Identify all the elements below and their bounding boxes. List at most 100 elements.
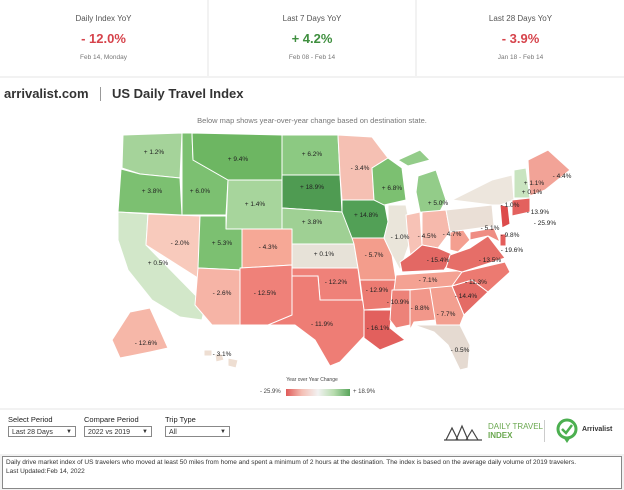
state-ME[interactable] bbox=[527, 149, 571, 197]
footnote-box: Daily drive market index of US travelers… bbox=[2, 456, 622, 489]
kpi-title: Daily Index YoY bbox=[75, 14, 132, 23]
label-MS: - 10.9% bbox=[387, 299, 410, 306]
page-title: US Daily Travel Index bbox=[112, 86, 244, 101]
kpi-value: - 3.9% bbox=[501, 31, 540, 46]
state-SD[interactable] bbox=[281, 174, 343, 213]
label-WV: - 5.1% bbox=[481, 225, 500, 232]
logo-line-1: DAILY TRAVEL bbox=[488, 422, 543, 431]
state-OH[interactable] bbox=[421, 209, 451, 249]
select-period-label: Select Period bbox=[8, 415, 53, 424]
state-VT[interactable] bbox=[513, 167, 531, 199]
chevron-down-icon: ▼ bbox=[66, 429, 72, 435]
state-PA[interactable] bbox=[445, 204, 495, 233]
legend-title: Year over Year Change bbox=[286, 377, 338, 383]
state-WI[interactable] bbox=[371, 157, 407, 206]
label-OH: - 4.7% bbox=[443, 231, 462, 238]
label-UT: + 5.3% bbox=[212, 240, 233, 247]
state-HI[interactable] bbox=[203, 349, 239, 369]
kpi-last-28-days: Last 28 Days YoY - 3.9% Jan 18 - Feb 14 bbox=[417, 0, 624, 76]
label-MO: - 5.7% bbox=[365, 252, 384, 259]
label-OK: - 12.2% bbox=[325, 279, 348, 286]
state-IL[interactable] bbox=[383, 204, 413, 271]
state-AK[interactable] bbox=[111, 307, 169, 359]
kpi-date: Feb 08 - Feb 14 bbox=[288, 54, 336, 61]
label-GA: - 7.7% bbox=[437, 311, 456, 318]
label-AZ: - 2.6% bbox=[213, 290, 232, 297]
label-KY: - 15.4% bbox=[427, 257, 450, 264]
label-WI: + 6.8% bbox=[382, 185, 403, 192]
state-TX[interactable] bbox=[267, 275, 375, 367]
label-KS: + 0.1% bbox=[314, 251, 335, 258]
kpi-date: Jan 18 - Feb 14 bbox=[497, 54, 544, 61]
location-check-icon bbox=[556, 418, 578, 443]
trip-type-value: All bbox=[169, 429, 177, 436]
logo-line-2: INDEX bbox=[488, 431, 513, 440]
compare-period-dropdown[interactable]: 2022 vs 2019 ▼ bbox=[84, 426, 152, 437]
title-divider bbox=[100, 87, 101, 101]
logo-separator bbox=[544, 420, 545, 442]
select-period-value: Last 28 Days bbox=[12, 429, 53, 436]
label-VA: - 13.5% bbox=[479, 257, 502, 264]
label-MN: - 3.4% bbox=[351, 165, 370, 172]
kpi-daily-index: Daily Index YoY - 12.0% Feb 14, Monday bbox=[0, 0, 207, 76]
label-MT: + 9.4% bbox=[228, 156, 249, 163]
label-ND: + 6.2% bbox=[302, 151, 323, 158]
kpi-last-7-days: Last 7 Days YoY + 4.2% Feb 08 - Feb 14 bbox=[209, 0, 415, 76]
kpi-value: - 12.0% bbox=[81, 31, 126, 46]
kpi-title: Last 28 Days YoY bbox=[488, 14, 553, 23]
label-ID: + 6.0% bbox=[190, 188, 211, 195]
label-DE: - 19.6% bbox=[501, 247, 524, 254]
state-FL[interactable] bbox=[413, 324, 471, 371]
label-VT: + 1.1% bbox=[524, 180, 545, 187]
label-TX: - 11.9% bbox=[311, 321, 333, 328]
state-MS[interactable] bbox=[389, 289, 411, 329]
color-legend bbox=[286, 389, 350, 396]
state-NJ[interactable] bbox=[499, 204, 511, 229]
compare-period-label: Compare Period bbox=[84, 415, 139, 424]
state-MD[interactable] bbox=[469, 227, 501, 243]
label-IL: - 1.0% bbox=[391, 234, 410, 241]
trip-type-dropdown[interactable]: All ▼ bbox=[165, 426, 230, 437]
label-IN: - 4.5% bbox=[418, 233, 437, 240]
label-AR: - 12.9% bbox=[366, 287, 389, 294]
label-IA: + 14.8% bbox=[354, 212, 378, 219]
label-MI: + 5.0% bbox=[428, 200, 449, 207]
state-NC[interactable] bbox=[451, 261, 511, 293]
footnote-text: Daily drive market index of US travelers… bbox=[6, 459, 577, 466]
state-KY[interactable] bbox=[399, 244, 455, 273]
kpi-value: + 4.2% bbox=[291, 31, 333, 46]
state-VA[interactable] bbox=[445, 235, 506, 273]
label-TN: - 7.1% bbox=[419, 277, 438, 284]
label-MD: - 9.8% bbox=[501, 232, 520, 239]
map-subtitle: Below map shows year-over-year change ba… bbox=[197, 116, 427, 125]
label-CA: + 0.5% bbox=[148, 260, 169, 267]
state-AL[interactable] bbox=[409, 287, 437, 331]
state-AZ[interactable] bbox=[194, 267, 241, 326]
label-PA: - 1.0% bbox=[501, 202, 520, 209]
label-SC: - 14.4% bbox=[455, 293, 478, 300]
chevron-down-icon: ▼ bbox=[142, 429, 148, 435]
select-period-dropdown[interactable]: Last 28 Days ▼ bbox=[8, 426, 76, 437]
label-NM: - 12.5% bbox=[254, 290, 277, 297]
label-HI: - 3.1% bbox=[213, 351, 232, 358]
label-ME: - 4.4% bbox=[553, 173, 572, 180]
state-NY[interactable] bbox=[451, 174, 515, 206]
label-AK: - 12.6% bbox=[135, 340, 158, 347]
label-NC: - 11.3% bbox=[465, 279, 487, 286]
label-AL: - 8.8% bbox=[411, 305, 430, 312]
label-FL: - 0.5% bbox=[451, 347, 470, 354]
label-NE: + 3.8% bbox=[302, 219, 323, 226]
label-WA: + 1.2% bbox=[144, 149, 165, 156]
label-SD: + 18.9% bbox=[300, 184, 324, 191]
buildings-icon bbox=[444, 424, 482, 441]
label-CT: - 13.9% bbox=[527, 209, 550, 216]
brand-name[interactable]: arrivalist.com bbox=[4, 86, 89, 101]
state-DE[interactable] bbox=[499, 233, 507, 247]
label-NJ: - 25.9% bbox=[534, 220, 557, 227]
legend-min: - 25.9% bbox=[260, 389, 281, 395]
state-OR[interactable] bbox=[117, 168, 183, 216]
label-WY: + 1.4% bbox=[245, 201, 266, 208]
state-CT[interactable] bbox=[511, 197, 531, 217]
label-NV: - 2.0% bbox=[171, 240, 190, 247]
